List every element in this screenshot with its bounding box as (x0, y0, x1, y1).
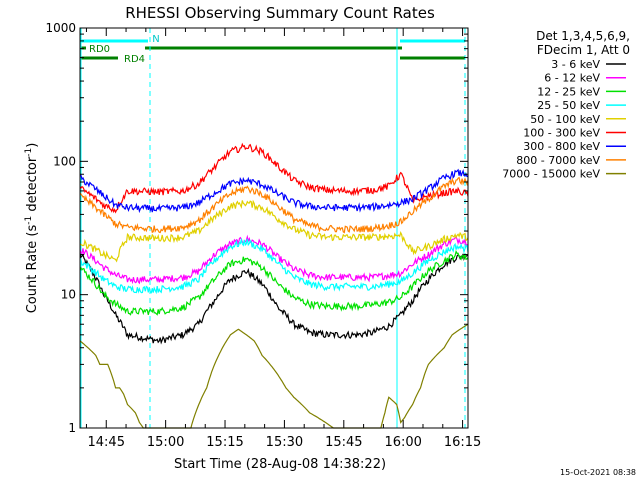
chart-title: RHESSI Observing Summary Count Rates (125, 4, 435, 22)
flag-bars: N RD0 RD4 (80, 34, 465, 65)
attenuator-label: N (152, 34, 159, 45)
legend-entry-label: 12 - 25 keV (537, 85, 600, 98)
series-line (79, 176, 469, 234)
rd4-label: RD4 (124, 54, 145, 65)
legend-entry-label: 300 - 800 keV (523, 140, 600, 153)
y-tick-label: 100 (53, 154, 76, 168)
series-group (79, 142, 469, 429)
legend-entry-label: 3 - 6 keV (551, 58, 600, 71)
marker-lines (80, 28, 466, 428)
x-tick-label: 15:30 (266, 435, 303, 450)
legend-entry-label: 25 - 50 keV (537, 99, 600, 112)
series-line (79, 253, 469, 345)
x-tick-label: 15:15 (206, 435, 243, 450)
x-tick-label: 16:00 (384, 435, 421, 450)
x-axis-label: Start Time (28-Aug-08 14:38:22) (174, 457, 386, 472)
y-axis-label-sup2: -1 (24, 148, 34, 157)
legend-entry-label: 6 - 12 keV (544, 72, 600, 85)
series-line (79, 142, 469, 214)
timestamp: 15-Oct-2021 08:38 (560, 468, 636, 477)
series-line (79, 249, 469, 316)
legend-entry-label: 7000 - 15000 keV (502, 168, 600, 181)
series-line (79, 168, 469, 214)
y-axis-label-end: ) (25, 143, 40, 148)
y-axis-ticks: 1 10 100 1000 (45, 21, 468, 435)
series-line (79, 199, 469, 263)
legend-header-line-2: FDecim 1, Att 0 (537, 43, 630, 57)
y-tick-label: 1 (68, 421, 76, 435)
legend-header-line-1: Det 1,3,4,5,6,9, (536, 29, 630, 43)
y-axis-label-main: Count Rate (s (25, 225, 40, 314)
y-tick-label: 1000 (45, 21, 76, 35)
y-tick-label: 10 (61, 288, 76, 302)
legend-entry-label: 100 - 300 keV (523, 127, 600, 140)
x-tick-label: 15:45 (325, 435, 362, 450)
plot-frame (79, 27, 469, 429)
legend-entry-label: 800 - 7000 keV (516, 154, 600, 167)
x-axis-ticks: 14:45 15:00 15:15 15:30 15:45 16:00 16:15 (85, 28, 481, 450)
legend: Det 1,3,4,5,6,9, FDecim 1, Att 0 3 - 6 k… (502, 29, 630, 181)
x-tick-label: 14:45 (88, 435, 125, 450)
rd0-label: RD0 (89, 44, 110, 55)
legend-entry-label: 50 - 100 keV (530, 113, 600, 126)
series-line (79, 237, 469, 295)
x-tick-label: 15:00 (147, 435, 184, 450)
y-axis-label-mid: detector (25, 156, 40, 216)
y-axis-label-sup1: -1 (24, 216, 34, 225)
x-tick-label: 16:15 (444, 435, 481, 450)
y-axis-label: Count Rate (s-1 detector-1) (24, 143, 40, 314)
series-line (79, 234, 469, 285)
